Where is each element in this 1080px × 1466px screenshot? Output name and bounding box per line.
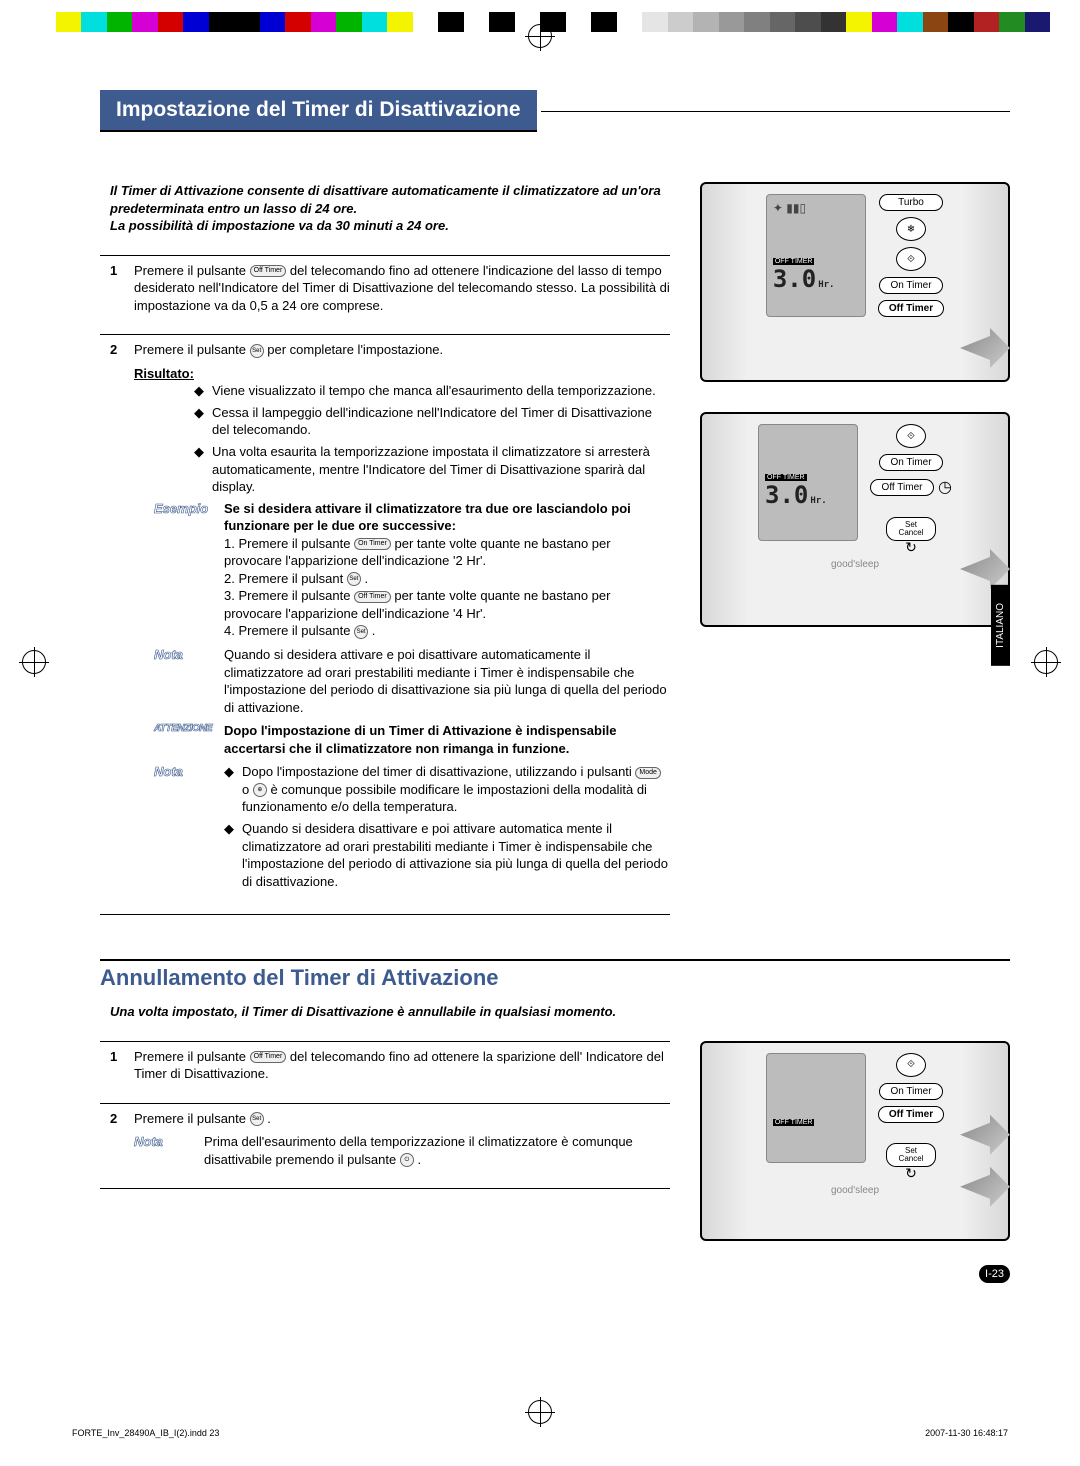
nota-text: Prima dell'esaurimento della temporizzaz… — [204, 1133, 670, 1168]
registration-mark — [22, 650, 46, 674]
intro-line: La possibilità di impostazione va da 30 … — [110, 218, 449, 233]
set-button-inline: Set — [250, 344, 264, 358]
language-tab: ITALIANO — [991, 585, 1010, 666]
step-number: 1 — [110, 1048, 134, 1089]
bullet-text: Dopo l'impostazione del timer di disatti… — [242, 763, 670, 816]
registration-mark — [528, 24, 552, 48]
remote-display: ✦ ▮▮▯ OFF TIMER 3.0Hr. — [766, 194, 866, 317]
separator — [100, 1188, 670, 1189]
bullet-text: Viene visualizzato il tempo che manca al… — [212, 382, 656, 400]
nota-label: Nota — [154, 763, 224, 894]
swing-button: ❄ — [896, 217, 926, 241]
on-timer-button: On Timer — [879, 454, 943, 471]
print-footer: FORTE_Inv_28490A_IB_I(2).indd 23 2007-11… — [72, 1428, 1008, 1438]
section-title: Impostazione del Timer di Disattivazione — [100, 90, 537, 132]
step-text: Premere il pulsante Set . — [134, 1110, 670, 1128]
set-button-inline: Set — [354, 625, 368, 639]
footer-timestamp: 2007-11-30 16:48:17 — [925, 1428, 1008, 1438]
arrow-indicator — [960, 549, 1010, 589]
result-label: Risultato: — [134, 365, 194, 383]
off-timer-button-inline: Off Timer — [250, 265, 287, 277]
attenzione-text: Dopo l'impostazione di un Timer di Attiv… — [224, 723, 616, 756]
arrow-indicator — [960, 328, 1010, 368]
bullet-icon: ◆ — [224, 763, 234, 816]
off-timer-button-inline: Off Timer — [354, 591, 391, 603]
step-text: Premere il pulsante Set per completare l… — [134, 341, 670, 359]
esempio-line: 3. Premere il pulsante Off Timer per tan… — [224, 587, 670, 622]
set-cancel-button: SetCancel — [886, 1143, 936, 1167]
intro-text: Il Timer di Attivazione consente di disa… — [100, 182, 670, 235]
footer-file: FORTE_Inv_28490A_IB_I(2).indd 23 — [72, 1428, 219, 1438]
hr-unit: Hr. — [818, 280, 834, 290]
goodsleep-label: good'sleep — [714, 559, 996, 570]
bullet-text: Una volta esaurita la temporizzazione im… — [212, 443, 670, 496]
off-timer-tag: OFF TIMER — [765, 474, 807, 481]
clock-icon: ◷ — [938, 477, 952, 497]
off-timer-button: Off Timer — [878, 300, 944, 317]
air-button: ⟐ — [896, 1053, 926, 1077]
set-cancel-button: SetCancel — [886, 517, 936, 541]
intro-line: Il Timer di Attivazione consente di disa… — [110, 183, 661, 216]
section2-title: Annullamento del Timer di Attivazione — [100, 959, 1010, 991]
remote-illustration-3: OFF TIMER ⟐ On Timer Off Timer SetCancel… — [700, 1041, 1010, 1241]
timer-value: 3.0 — [773, 265, 816, 293]
bullet-text: Quando si desidera disattivare e poi att… — [242, 820, 670, 890]
page-number: I-23 — [979, 1265, 1010, 1283]
nota-label: Nota — [154, 646, 224, 716]
set-button-inline: Set — [347, 572, 361, 586]
esempio-line: 1. Premere il pulsante On Timer per tant… — [224, 535, 670, 570]
bullet-icon: ◆ — [194, 382, 204, 400]
bullet-icon: ◆ — [194, 404, 204, 439]
power-button-inline: ⏻ — [400, 1153, 414, 1167]
timer-value: 3.0 — [765, 481, 808, 509]
arrow-indicator — [960, 1167, 1010, 1207]
air-button: ⟐ — [896, 247, 926, 271]
step-text: Premere il pulsante Off Timer del teleco… — [134, 262, 670, 315]
registration-mark — [528, 1400, 552, 1424]
off-timer-tag: OFF TIMER — [773, 258, 815, 265]
registration-mark — [1034, 650, 1058, 674]
air-button: ⟐ — [896, 424, 926, 448]
esempio-line: 2. Premere il pulsant Set . — [224, 570, 670, 588]
nota-text: Quando si desidera attivare e poi disatt… — [224, 646, 670, 716]
instruction-step: 2 Premere il pulsante Set . Nota Prima d… — [100, 1103, 670, 1175]
on-timer-button: On Timer — [879, 1083, 943, 1100]
set-button-inline: Set — [250, 1112, 264, 1126]
remote-illustration-1: ✦ ▮▮▯ OFF TIMER 3.0Hr. Turbo ❄ ⟐ On Time… — [700, 182, 1010, 382]
hr-unit: Hr. — [810, 496, 826, 506]
off-timer-button: Off Timer — [878, 1106, 944, 1123]
separator — [100, 914, 670, 915]
attenzione-label: ATTENZIONE — [154, 722, 224, 757]
remote-display: OFF TIMER — [766, 1053, 866, 1163]
on-timer-button: On Timer — [879, 277, 943, 294]
mode-button-inline: Mode — [635, 767, 661, 779]
nota-label: Nota — [134, 1133, 204, 1168]
esempio-line: 4. Premere il pulsante Set . — [224, 622, 670, 640]
instruction-step: 1 Premere il pulsante Off Timer del tele… — [100, 255, 670, 321]
section-header: Impostazione del Timer di Disattivazione — [100, 90, 1010, 132]
off-timer-tag: OFF TIMER — [773, 1119, 815, 1126]
on-timer-button-inline: On Timer — [354, 538, 391, 550]
instruction-step: 2 Premere il pulsante Set per completare… — [100, 334, 670, 900]
bullet-icon: ◆ — [224, 820, 234, 890]
instruction-step: 1 Premere il pulsante Off Timer del tele… — [100, 1041, 670, 1089]
off-timer-button: Off Timer — [870, 479, 934, 496]
turbo-button: Turbo — [879, 194, 943, 211]
step-number: 2 — [110, 341, 134, 900]
page-content: Impostazione del Timer di Disattivazione… — [100, 90, 1010, 1271]
step-number: 1 — [110, 262, 134, 321]
temp-button-inline: ⊕ — [253, 783, 267, 797]
esempio-label: Esempio — [154, 500, 224, 640]
step-text: Premere il pulsante Off Timer del teleco… — [134, 1048, 670, 1083]
off-timer-button-inline: Off Timer — [250, 1051, 287, 1063]
esempio-title: Se si desidera attivare il climatizzator… — [224, 501, 631, 534]
bullet-icon: ◆ — [194, 443, 204, 496]
step-number: 2 — [110, 1110, 134, 1175]
bullet-text: Cessa il lampeggio dell'indicazione nell… — [212, 404, 670, 439]
remote-display: OFF TIMER 3.0Hr. — [758, 424, 858, 541]
remote-illustration-2: OFF TIMER 3.0Hr. ⟐ On Timer Off Timer◷ S… — [700, 412, 1010, 627]
header-rule — [541, 111, 1010, 112]
goodsleep-label: good'sleep — [714, 1185, 996, 1196]
intro-text: Una volta impostato, il Timer di Disatti… — [100, 1003, 1010, 1021]
